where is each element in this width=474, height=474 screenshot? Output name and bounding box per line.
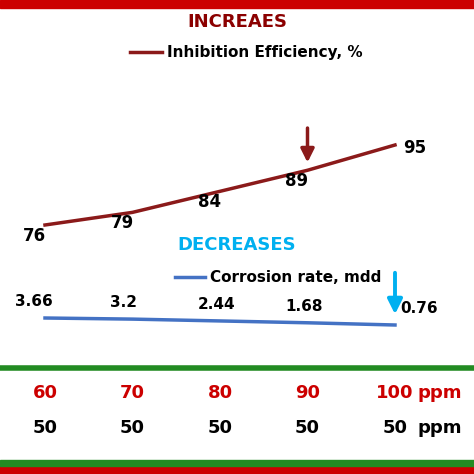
Text: 80: 80 <box>208 384 233 402</box>
Bar <box>0 460 474 466</box>
Text: 90: 90 <box>295 384 320 402</box>
Text: 79: 79 <box>110 214 134 232</box>
Text: 50: 50 <box>208 419 233 437</box>
Text: 50: 50 <box>383 419 408 437</box>
Text: ppm: ppm <box>418 419 462 437</box>
Text: INCREАES: INCREАES <box>187 13 287 31</box>
Text: 60: 60 <box>33 384 57 402</box>
Text: Inhibition Efficiency, %: Inhibition Efficiency, % <box>167 45 363 60</box>
Text: DECREASES: DECREASES <box>178 236 296 254</box>
Text: 50: 50 <box>33 419 57 437</box>
Text: 84: 84 <box>198 193 221 211</box>
Text: 2.44: 2.44 <box>198 297 236 312</box>
Bar <box>0 0 474 8</box>
Bar <box>0 466 474 474</box>
Text: 89: 89 <box>285 172 309 190</box>
Text: 1.68: 1.68 <box>285 299 323 314</box>
Text: 76: 76 <box>23 227 46 245</box>
Text: 0.76: 0.76 <box>400 301 438 316</box>
Text: 3.66: 3.66 <box>15 294 53 309</box>
Text: 70: 70 <box>120 384 145 402</box>
Text: 3.2: 3.2 <box>110 295 137 310</box>
Text: 50: 50 <box>120 419 145 437</box>
Text: 95: 95 <box>403 139 426 157</box>
Text: 50: 50 <box>295 419 320 437</box>
Text: Corrosion rate, mdd: Corrosion rate, mdd <box>210 270 382 284</box>
Text: 100: 100 <box>376 384 414 402</box>
Text: ppm: ppm <box>418 384 462 402</box>
